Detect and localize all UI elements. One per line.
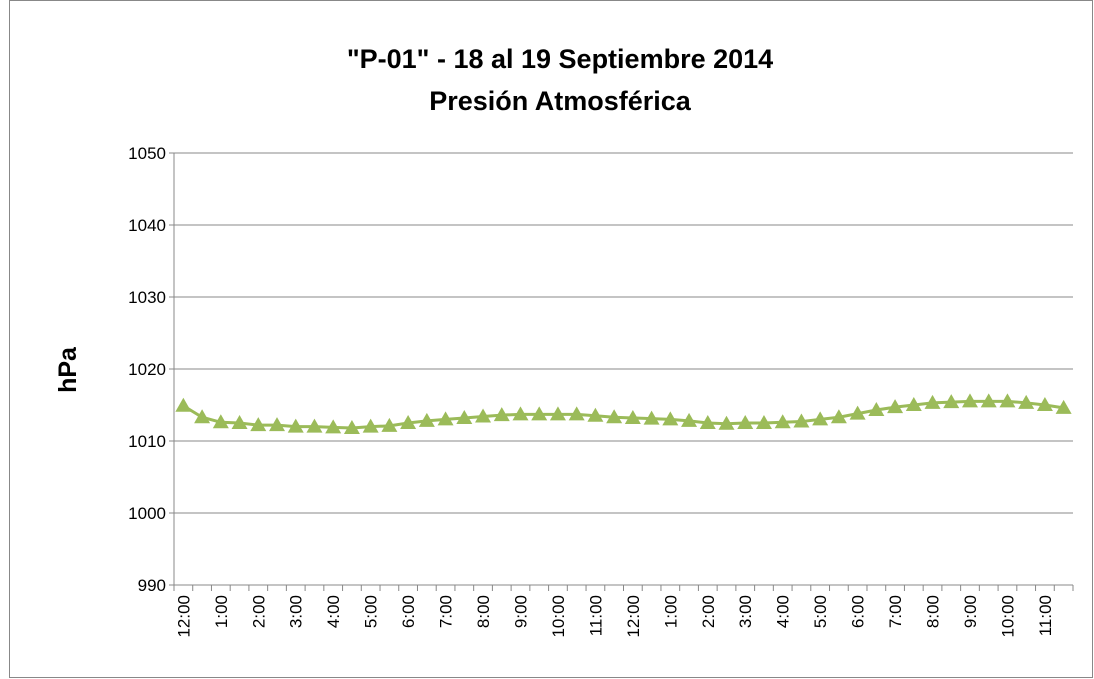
y-tick-label: 1020 xyxy=(128,360,166,379)
x-tick-label: 9:00 xyxy=(961,595,980,628)
marker xyxy=(774,414,791,429)
chart-title: "P-01" - 18 al 19 Septiembre 2014 xyxy=(347,44,773,74)
x-tick-label: 5:00 xyxy=(362,595,381,628)
x-tick-label: 8:00 xyxy=(924,595,943,628)
marker xyxy=(793,413,810,428)
marker xyxy=(512,406,529,421)
marker xyxy=(961,393,978,408)
marker xyxy=(868,402,885,417)
x-tick-label: 1:00 xyxy=(661,595,680,628)
x-tick-label: 6:00 xyxy=(849,595,868,628)
marker xyxy=(624,409,641,424)
x-tick-label: 3:00 xyxy=(287,595,306,628)
marker xyxy=(887,399,904,414)
marker xyxy=(212,414,229,429)
marker xyxy=(231,415,248,429)
x-tick-label: 4:00 xyxy=(774,595,793,628)
marker xyxy=(849,405,866,420)
marker xyxy=(643,410,660,425)
x-tick-label: 3:00 xyxy=(736,595,755,628)
marker xyxy=(905,397,922,411)
marker xyxy=(194,409,211,424)
y-tick-label: 990 xyxy=(138,576,166,595)
x-tick-label: 10:00 xyxy=(549,595,568,638)
x-tick-label: 9:00 xyxy=(511,595,530,628)
marker xyxy=(980,393,997,408)
x-tick-label: 2:00 xyxy=(699,595,718,628)
marker xyxy=(531,406,548,421)
x-tick-label: 11:00 xyxy=(586,595,605,636)
marker xyxy=(475,408,492,423)
x-tick-label: 5:00 xyxy=(811,595,830,628)
marker xyxy=(250,417,267,432)
marker xyxy=(418,412,435,427)
x-tick-label: 1:00 xyxy=(212,595,231,628)
marker xyxy=(943,394,960,409)
x-tick-label: 12:00 xyxy=(174,595,193,638)
x-tick-label: 4:00 xyxy=(324,595,343,628)
marker xyxy=(287,418,304,433)
x-tick-label: 11:00 xyxy=(1036,595,1055,636)
y-tick-label: 1000 xyxy=(128,504,166,523)
marker xyxy=(325,419,342,434)
y-tick-label: 1010 xyxy=(128,432,166,451)
chart-frame xyxy=(9,0,1093,678)
marker xyxy=(549,406,566,421)
x-tick-label: 7:00 xyxy=(437,595,456,628)
marker xyxy=(343,420,360,435)
marker xyxy=(1055,399,1072,414)
x-tick-label: 12:00 xyxy=(624,595,643,638)
marker xyxy=(362,418,379,433)
marker xyxy=(381,417,398,432)
marker xyxy=(830,409,847,424)
marker xyxy=(587,407,604,422)
marker xyxy=(306,418,323,433)
x-tick-label: 10:00 xyxy=(998,595,1017,638)
x-tick-label: 8:00 xyxy=(474,595,493,628)
marker xyxy=(681,412,698,427)
marker xyxy=(1018,394,1035,409)
marker xyxy=(699,415,716,429)
marker xyxy=(175,397,192,412)
marker xyxy=(662,411,679,426)
y-tick-label: 1050 xyxy=(128,144,166,163)
marker xyxy=(456,409,473,424)
x-tick-label: 6:00 xyxy=(399,595,418,628)
marker xyxy=(718,415,735,430)
marker xyxy=(737,415,754,429)
marker xyxy=(606,409,623,424)
y-tick-label: 1030 xyxy=(128,288,166,307)
marker xyxy=(812,411,829,426)
marker xyxy=(437,411,454,426)
marker xyxy=(1036,397,1053,411)
chart-title: Presión Atmosférica xyxy=(429,86,692,116)
marker xyxy=(568,406,585,421)
marker xyxy=(755,415,772,429)
y-axis-label: hPa xyxy=(54,346,82,393)
marker xyxy=(400,415,417,429)
x-tick-label: 7:00 xyxy=(886,595,905,628)
marker xyxy=(924,394,941,409)
y-tick-label: 1040 xyxy=(128,216,166,235)
marker xyxy=(493,407,510,422)
marker xyxy=(269,417,286,432)
marker xyxy=(999,393,1016,408)
x-tick-label: 2:00 xyxy=(249,595,268,628)
